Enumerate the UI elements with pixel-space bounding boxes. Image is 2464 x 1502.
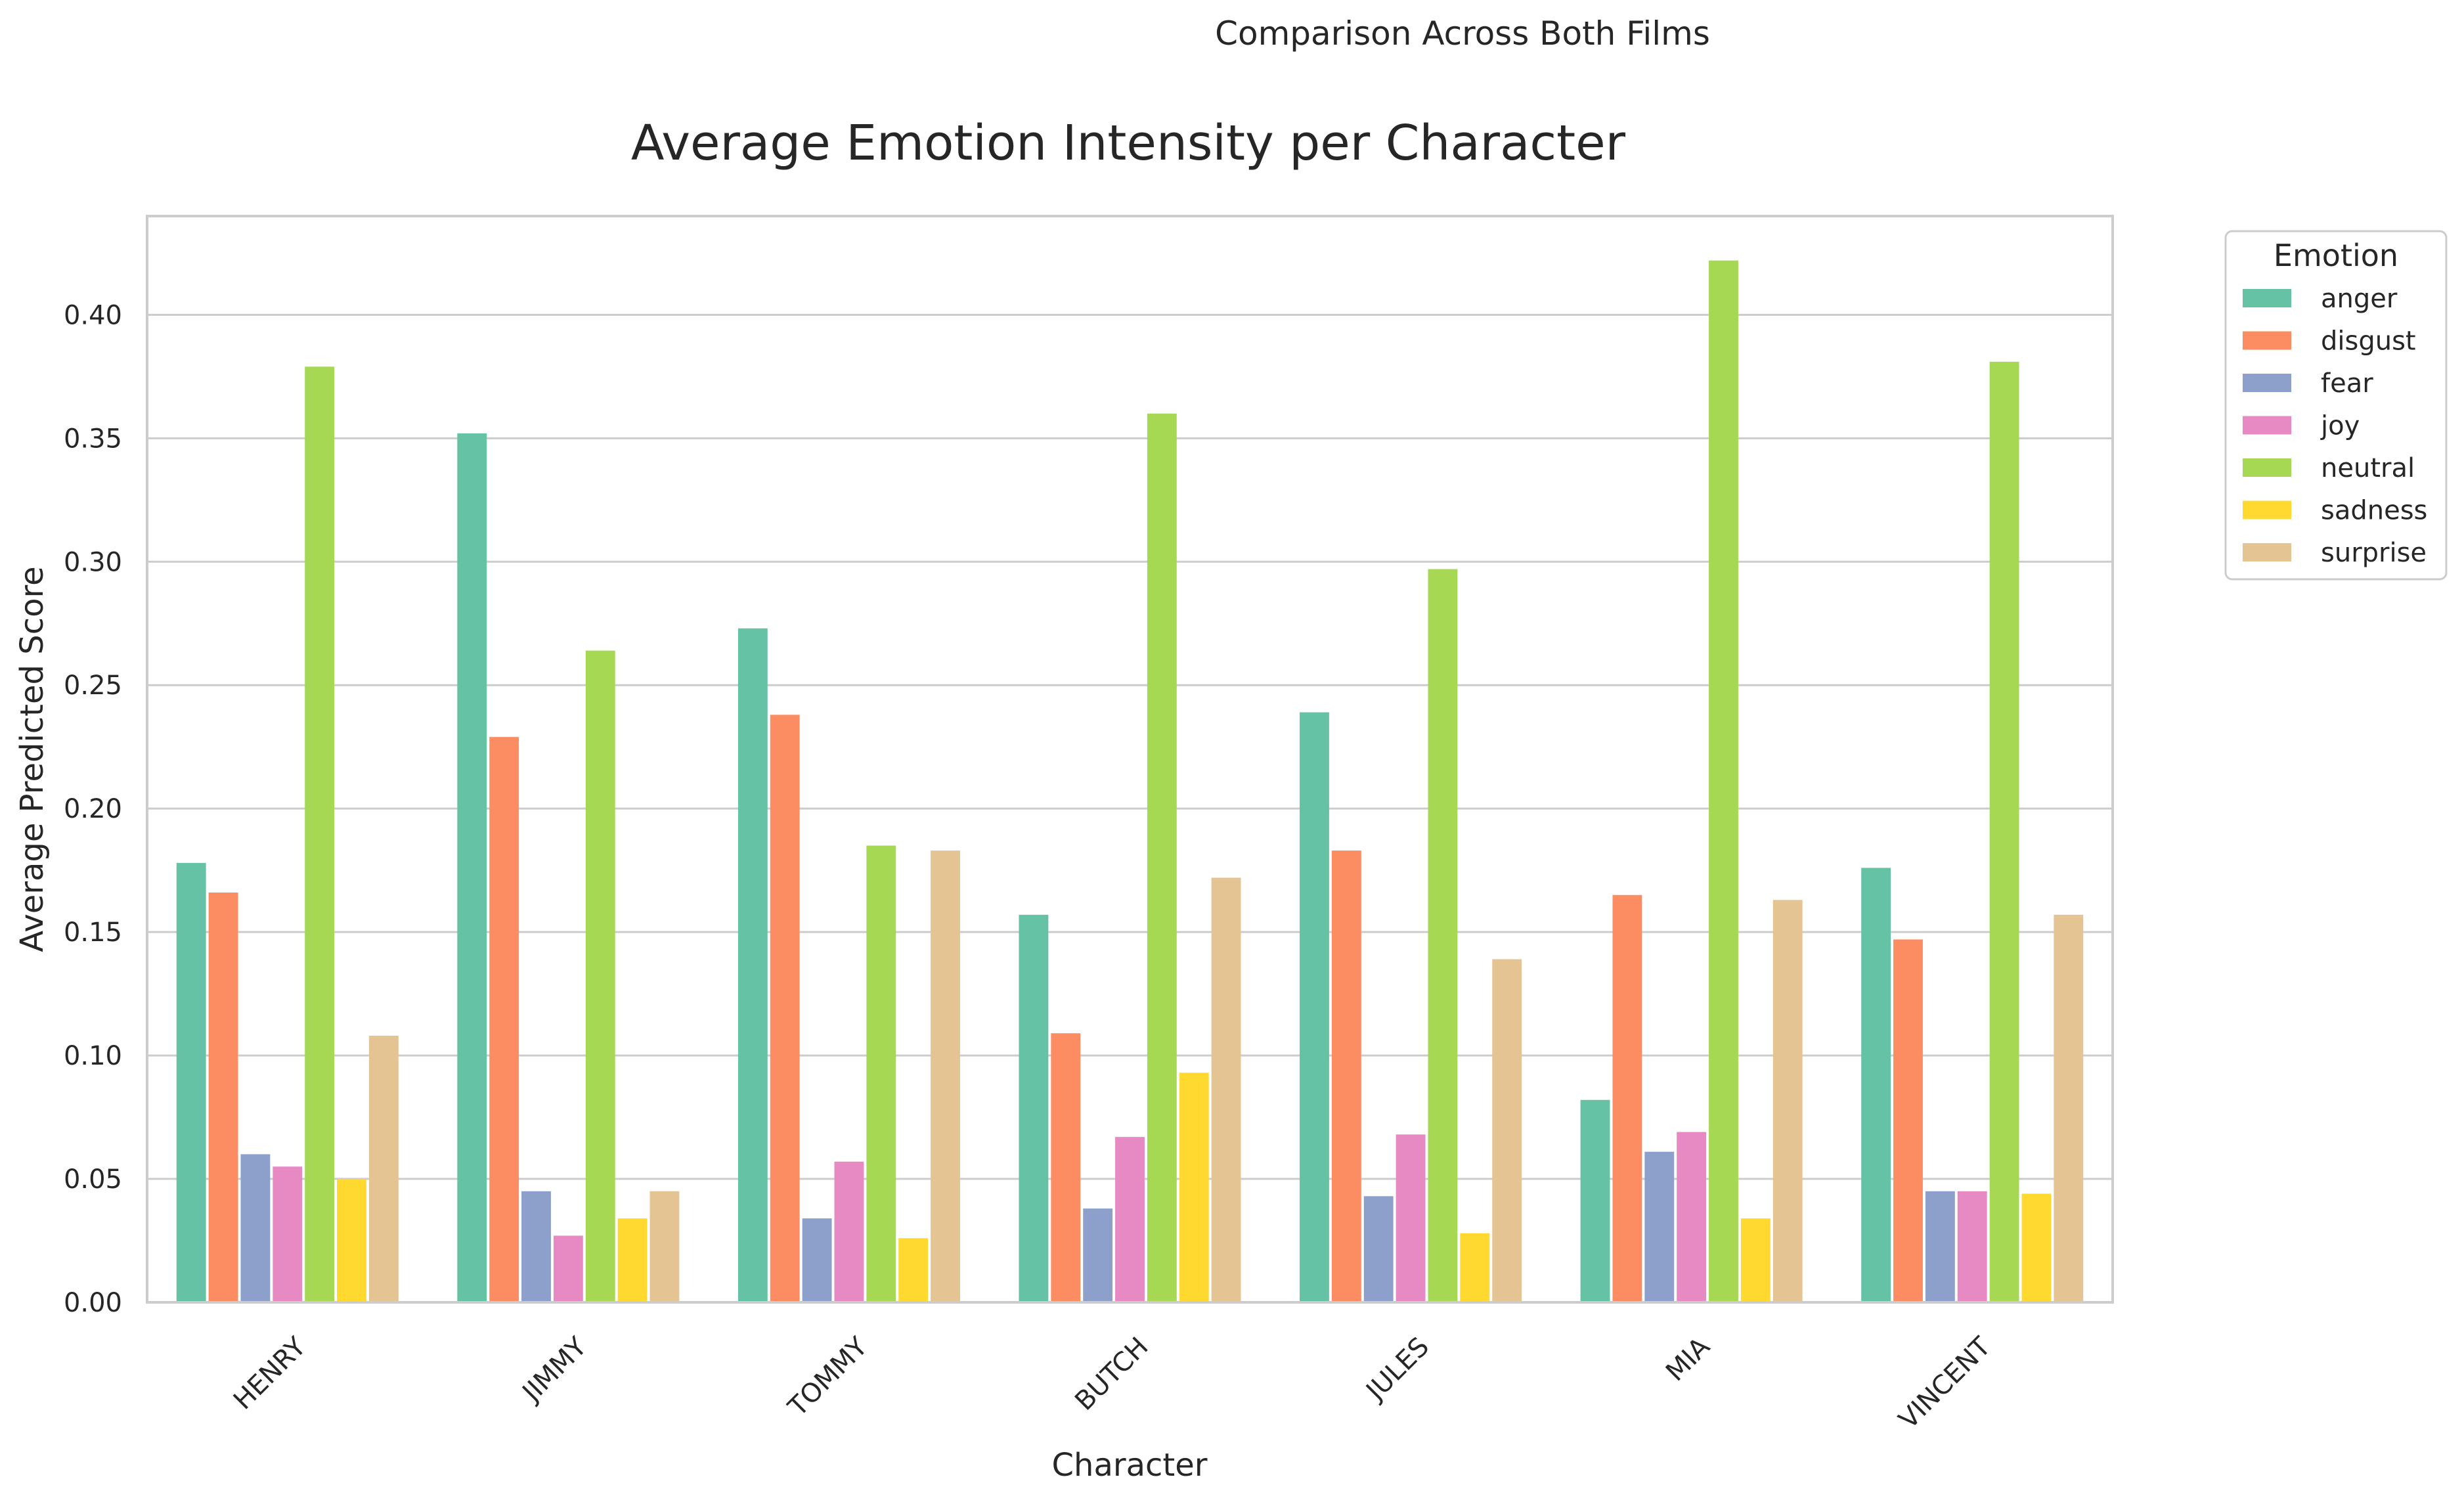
bar-surprise-henry (368, 1036, 399, 1302)
bar-surprise-mia (1772, 900, 1803, 1302)
legend-label-disgust: disgust (2321, 326, 2416, 357)
bar-anger-henry (176, 862, 206, 1302)
bar-sadness-mia (1740, 1218, 1771, 1302)
chart-title: Average Emotion Intensity per Character (631, 115, 1626, 171)
bar-anger-butch (1019, 914, 1049, 1302)
x-tick-label: HENRY (228, 1331, 312, 1415)
bar-anger-jules (1300, 712, 1329, 1302)
legend-label-neutral: neutral (2321, 453, 2415, 483)
gridlines (147, 313, 2113, 1180)
bar-surprise-jules (1492, 959, 1522, 1302)
x-tick-label: MIA (1660, 1331, 1716, 1387)
bar-fear-butch (1083, 1208, 1113, 1302)
bar-anger-vincent (1861, 868, 1891, 1302)
bar-disgust-vincent (1893, 939, 1923, 1302)
y-tick-label: 0.15 (64, 917, 122, 948)
bar-disgust-tommy (770, 715, 800, 1302)
legend: Emotion anger disgust fear joy neutral sadnes… (2224, 230, 2448, 581)
bar-sadness-jules (1460, 1233, 1490, 1302)
legend-swatch-anger (2243, 289, 2291, 307)
legend-swatch-disgust (2243, 331, 2291, 350)
y-axis-label: Average Predicted Score (14, 566, 51, 952)
legend-title: Emotion (2274, 238, 2398, 273)
bar-joy-butch (1115, 1137, 1145, 1302)
bar-neutral-jules (1428, 569, 1458, 1302)
bar-joy-tommy (834, 1161, 864, 1302)
bar-fear-jimmy (521, 1191, 551, 1302)
bar-joy-jimmy (553, 1235, 583, 1302)
bars (176, 260, 2084, 1303)
y-tick-label: 0.05 (64, 1164, 122, 1195)
bar-surprise-vincent (2054, 914, 2084, 1302)
y-tick-label: 0.00 (64, 1288, 122, 1318)
bar-disgust-jules (1331, 850, 1361, 1302)
plot-frame (146, 215, 2114, 1304)
bar-fear-vincent (1925, 1191, 1955, 1302)
bar-joy-jules (1396, 1134, 1426, 1302)
x-tick-label: BUTCH (1069, 1332, 1154, 1417)
bar-disgust-henry (208, 892, 238, 1302)
bar-anger-mia (1580, 1099, 1610, 1302)
bar-sadness-butch (1179, 1072, 1209, 1302)
bar-neutral-mia (1709, 260, 1738, 1303)
bar-anger-jimmy (457, 433, 487, 1302)
legend-swatch-sadness (2243, 500, 2291, 519)
bar-neutral-henry (305, 366, 335, 1302)
bar-neutral-jimmy (585, 650, 615, 1302)
x-tick-label: TOMMY (782, 1331, 873, 1423)
bar-surprise-jimmy (649, 1191, 680, 1302)
bar-surprise-butch (1211, 877, 1241, 1302)
bar-disgust-jimmy (489, 737, 519, 1302)
bar-anger-tommy (737, 628, 768, 1302)
legend-swatch-surprise (2243, 543, 2291, 562)
bar-sadness-henry (337, 1179, 366, 1302)
legend-label-joy: joy (2320, 411, 2360, 441)
x-tick-label: VINCENT (1893, 1331, 1997, 1435)
legend-items: anger disgust fear joy neutral sadness surpris… (2243, 284, 2427, 568)
y-tick-label: 0.40 (64, 300, 122, 330)
y-axis-ticks: 0.00 0.05 0.10 0.15 0.20 0.25 0.30 0.35 0.40 (64, 300, 122, 1318)
bar-joy-vincent (1957, 1191, 1987, 1302)
bar-joy-mia (1677, 1132, 1707, 1302)
bar-fear-jules (1363, 1196, 1394, 1302)
bar-neutral-vincent (1989, 361, 2019, 1302)
chart-suptitle: Comparison Across Both Films (1215, 14, 1710, 53)
bar-sadness-jimmy (617, 1218, 648, 1302)
bar-fear-henry (240, 1154, 271, 1302)
bar-neutral-butch (1147, 413, 1177, 1302)
x-axis-label: Character (1052, 1447, 1208, 1484)
bar-sadness-tommy (898, 1238, 929, 1302)
y-tick-label: 0.10 (64, 1041, 122, 1071)
y-tick-label: 0.20 (64, 794, 122, 824)
bar-fear-mia (1644, 1151, 1675, 1302)
legend-swatch-joy (2243, 416, 2291, 435)
y-tick-label: 0.25 (64, 671, 122, 701)
y-tick-label: 0.30 (64, 547, 122, 577)
legend-label-fear: fear (2321, 368, 2373, 399)
legend-swatch-neutral (2243, 458, 2291, 477)
legend-label-surprise: surprise (2321, 538, 2427, 568)
bar-surprise-tommy (931, 850, 960, 1302)
y-tick-label: 0.35 (64, 424, 122, 454)
legend-swatch-fear (2243, 374, 2291, 392)
legend-label-sadness: sadness (2321, 496, 2427, 526)
x-axis-ticks: HENRY JIMMY TOMMY BUTCH JULES MIA VINCENT (228, 1331, 1997, 1435)
x-tick-label: JULES (1359, 1332, 1435, 1407)
x-tick-label: JIMMY (516, 1331, 593, 1409)
bar-disgust-mia (1612, 895, 1642, 1302)
bar-joy-henry (273, 1166, 303, 1302)
legend-box (2224, 230, 2448, 581)
bar-disgust-butch (1051, 1033, 1081, 1302)
bar-fear-tommy (802, 1218, 832, 1302)
bar-neutral-tommy (866, 845, 896, 1302)
legend-label-anger: anger (2321, 284, 2398, 314)
bar-sadness-vincent (2021, 1193, 2052, 1302)
